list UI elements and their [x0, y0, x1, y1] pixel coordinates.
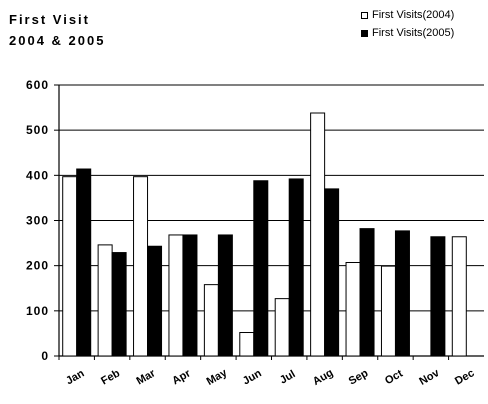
bar-jun-2005 — [253, 180, 269, 357]
bar-nov-2005 — [430, 236, 446, 357]
x-tick-label-may: May — [205, 366, 230, 388]
bar-mar-2004 — [133, 176, 149, 357]
bar-dec-2004 — [451, 236, 467, 357]
x-tick-label-feb: Feb — [99, 367, 122, 387]
y-tick-label-500: 500 — [26, 123, 49, 137]
bar-jan-2004 — [62, 176, 78, 357]
y-tick-label-300: 300 — [26, 214, 49, 228]
x-tick-label-sep: Sep — [347, 367, 371, 388]
bar-mar-2005 — [147, 245, 163, 357]
bar-jul-2005 — [288, 178, 304, 357]
x-tick-label-oct: Oct — [383, 367, 405, 387]
legend-item-2004: First Visits(2004) — [361, 6, 454, 24]
bar-aug-2005 — [324, 188, 340, 357]
x-tick-label-jul: Jul — [278, 368, 298, 386]
bar-oct-2005 — [394, 230, 410, 357]
bar-jul-2004 — [274, 298, 290, 357]
bar-oct-2004 — [380, 265, 396, 357]
bar-sep-2005 — [359, 228, 375, 357]
chart-title-line-2: 2004 & 2005 — [9, 33, 106, 48]
bar-jan-2005 — [76, 168, 92, 357]
x-tick-label-aug: Aug — [311, 367, 336, 388]
bar-apr-2004 — [168, 234, 184, 357]
x-tick-label-jan: Jan — [64, 367, 87, 387]
chart-title-line-1: First Visit — [9, 12, 91, 27]
bar-sep-2004 — [345, 262, 361, 357]
x-tick-label-apr: Apr — [170, 367, 193, 387]
y-tick-label-0: 0 — [41, 349, 49, 363]
bar-may-2004 — [203, 284, 219, 357]
legend-swatch-2005 — [361, 29, 368, 37]
x-tick-label-jun: Jun — [241, 367, 264, 387]
x-tick-label-mar: Mar — [135, 367, 159, 388]
legend-label-2005: First Visits(2005) — [372, 27, 455, 39]
y-tick-label-600: 600 — [26, 78, 49, 92]
chart-legend: First Visits(2004) First Visits(2005) — [361, 6, 454, 42]
y-tick-label-200: 200 — [26, 259, 49, 273]
legend-swatch-2004 — [361, 11, 368, 19]
bar-feb-2005 — [111, 252, 127, 357]
y-tick-label-400: 400 — [26, 168, 49, 182]
bar-aug-2004 — [310, 112, 326, 357]
x-tick-label-dec: Dec — [453, 367, 476, 387]
legend-label-2004: First Visits(2004) — [372, 9, 455, 21]
legend-item-2005: First Visits(2005) — [361, 24, 454, 42]
bar-feb-2004 — [97, 244, 113, 357]
bar-apr-2005 — [182, 234, 198, 357]
bar-may-2005 — [217, 234, 233, 357]
x-tick-label-nov: Nov — [417, 367, 442, 388]
bar-jun-2004 — [239, 332, 255, 357]
y-tick-label-100: 100 — [26, 304, 49, 318]
